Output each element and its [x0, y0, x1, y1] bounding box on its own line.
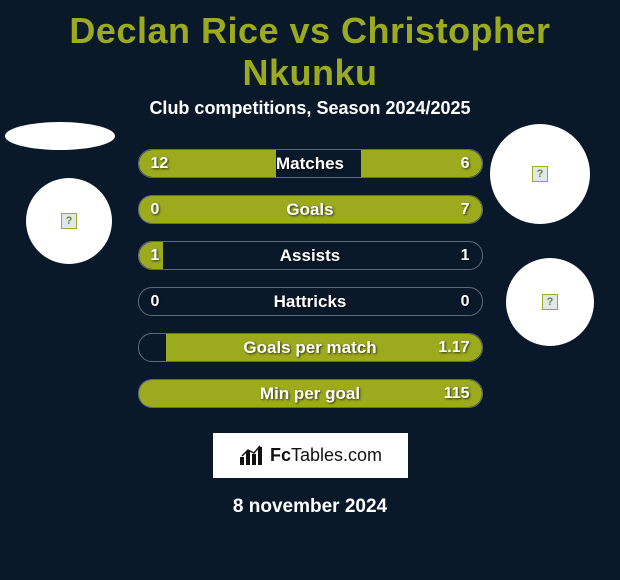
value-left: 0 — [151, 293, 160, 311]
player-avatar-left: ? — [26, 178, 112, 264]
value-right: 7 — [461, 201, 470, 219]
value-right: 115 — [444, 385, 470, 403]
bar-chart-icon — [238, 445, 266, 467]
decorative-ellipse — [5, 122, 115, 150]
logo-text-fc: Fc — [270, 445, 291, 465]
stat-label: Goals per match — [243, 338, 376, 358]
player-avatar-right-top: ? — [490, 124, 590, 224]
stat-row-goals-per-match: Goals per match 1.17 — [138, 333, 483, 362]
stat-row-assists: 1 Assists 1 — [138, 241, 483, 270]
stat-label: Min per goal — [260, 384, 360, 404]
logo-text: FcTables.com — [270, 445, 382, 466]
stat-label: Assists — [280, 246, 340, 266]
value-right: 0 — [461, 293, 470, 311]
image-placeholder-icon: ? — [532, 166, 548, 182]
value-left: 1 — [151, 247, 160, 265]
value-right: 6 — [461, 155, 470, 173]
value-left: 12 — [151, 155, 169, 173]
page-title: Declan Rice vs Christopher Nkunku — [0, 0, 620, 98]
player-avatar-right-bottom: ? — [506, 258, 594, 346]
stat-label: Goals — [286, 200, 333, 220]
value-right: 1 — [461, 247, 470, 265]
image-placeholder-icon: ? — [542, 294, 558, 310]
date-text: 8 november 2024 — [0, 496, 620, 518]
value-right: 1.17 — [438, 339, 469, 357]
stat-row-min-per-goal: Min per goal 115 — [138, 379, 483, 408]
image-placeholder-icon: ? — [61, 213, 77, 229]
stat-row-goals: 0 Goals 7 — [138, 195, 483, 224]
logo-text-tables: Tables.com — [291, 445, 382, 465]
fctables-logo: FcTables.com — [213, 433, 408, 478]
stat-label: Hattricks — [274, 292, 347, 312]
stat-row-hattricks: 0 Hattricks 0 — [138, 287, 483, 316]
stat-row-matches: 12 Matches 6 — [138, 149, 483, 178]
stat-label: Matches — [276, 154, 344, 174]
stats-container: 12 Matches 6 0 Goals 7 1 Assists 1 0 Hat… — [138, 149, 483, 408]
value-left: 0 — [151, 201, 160, 219]
